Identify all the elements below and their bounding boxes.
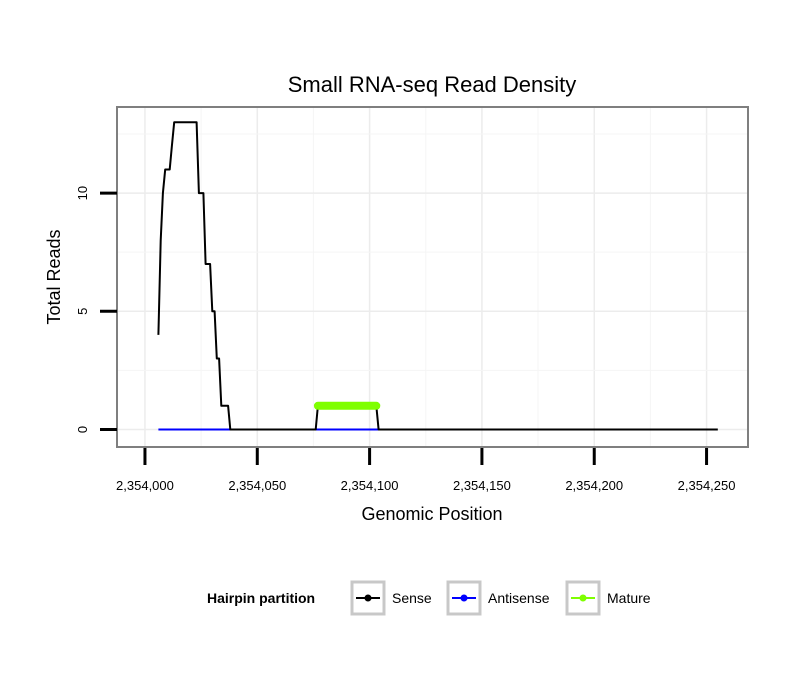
x-tick-label: 2,354,200 xyxy=(565,478,623,493)
y-axis: 0 5 10 xyxy=(75,186,117,433)
x-tick-label: 2,354,250 xyxy=(678,478,736,493)
legend-key-sense-dot xyxy=(364,594,372,602)
legend-key-antisense-dot xyxy=(460,594,468,602)
chart-title: Small RNA-seq Read Density xyxy=(288,72,577,97)
x-axis-title: Genomic Position xyxy=(361,504,502,524)
legend-label-mature: Mature xyxy=(607,590,651,606)
legend-label-antisense: Antisense xyxy=(488,590,550,606)
legend-key-mature-dot xyxy=(579,594,587,602)
y-tick-label: 10 xyxy=(75,186,90,200)
x-tick-label: 2,354,050 xyxy=(228,478,286,493)
x-tick-label: 2,354,000 xyxy=(116,478,174,493)
plot-panel-border xyxy=(116,106,749,448)
mature-point xyxy=(373,402,380,410)
grid xyxy=(118,108,747,446)
legend-label-sense: Sense xyxy=(392,590,432,606)
series-line-sense xyxy=(157,121,718,431)
y-tick-label: 5 xyxy=(75,308,90,315)
x-tick-label: 2,354,100 xyxy=(341,478,399,493)
series-group xyxy=(157,121,718,431)
x-tick-label: 2,354,150 xyxy=(453,478,511,493)
y-tick-label: 0 xyxy=(75,426,90,433)
legend: Hairpin partition Sense Antisense Mature xyxy=(207,580,651,616)
x-axis: 2,354,000 2,354,050 2,354,100 2,354,150 2,35… xyxy=(116,448,735,493)
y-axis-title: Total Reads xyxy=(44,229,64,324)
legend-title: Hairpin partition xyxy=(207,590,315,606)
